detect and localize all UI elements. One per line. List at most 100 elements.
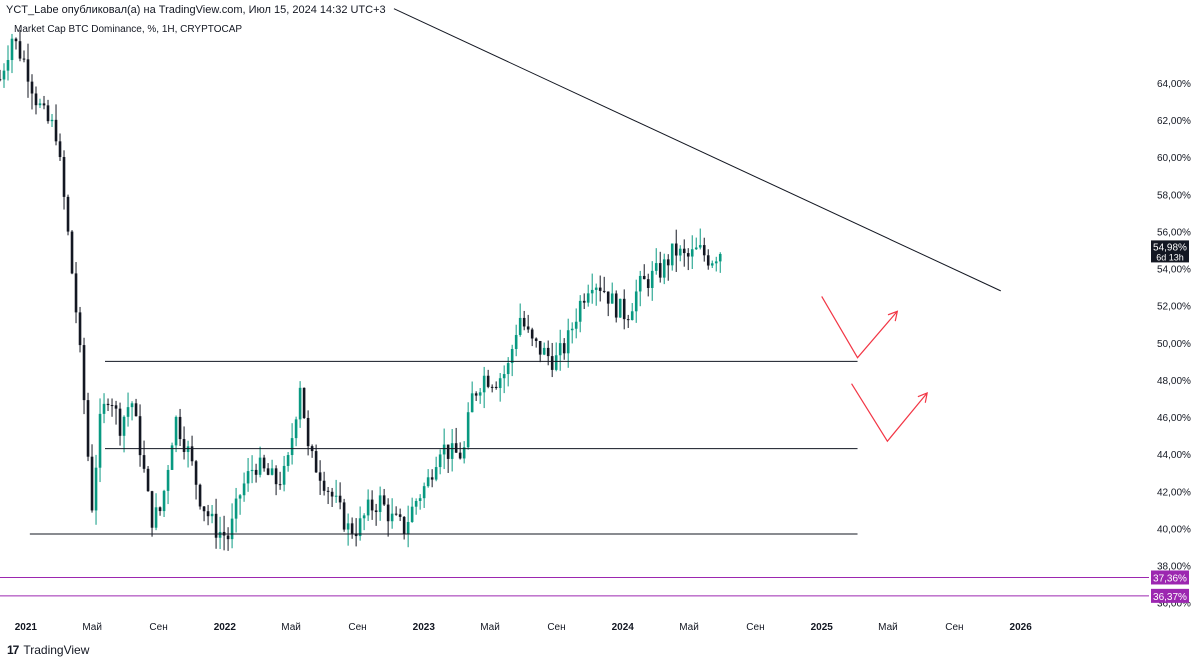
time-axis[interactable] bbox=[0, 612, 1200, 636]
candle-body bbox=[110, 405, 114, 407]
candle-body bbox=[142, 455, 146, 469]
candle-body bbox=[178, 416, 182, 440]
price-tick-label: 60,00% bbox=[1157, 153, 1191, 164]
candle-body bbox=[334, 495, 338, 497]
candle-body bbox=[314, 451, 318, 473]
arrow-2[interactable] bbox=[851, 383, 928, 443]
price-tick-label: 42,00% bbox=[1157, 487, 1191, 498]
candle-body bbox=[590, 289, 594, 294]
candle-body bbox=[158, 507, 162, 512]
candle-body bbox=[254, 469, 258, 475]
candle-body bbox=[450, 443, 454, 459]
time-tick-label: 2026 bbox=[1010, 622, 1033, 633]
time-tick-label: Сен bbox=[547, 622, 565, 633]
candle-body bbox=[106, 403, 110, 406]
candle-body bbox=[446, 444, 450, 459]
candle-body bbox=[278, 484, 282, 486]
price-tick-label: 52,00% bbox=[1157, 302, 1191, 313]
candle-body bbox=[466, 412, 470, 448]
candle-body bbox=[58, 141, 62, 158]
purple-level-1-label: 37,36% bbox=[1153, 573, 1187, 584]
drawings bbox=[0, 8, 1150, 597]
trendline[interactable] bbox=[393, 8, 1001, 292]
candle-body bbox=[182, 439, 186, 452]
purple-level-2-tag bbox=[1151, 588, 1189, 603]
candle-body bbox=[602, 290, 606, 292]
candle-body bbox=[126, 407, 130, 417]
candle-body bbox=[678, 248, 682, 256]
candle-body bbox=[10, 38, 14, 61]
price-tick-label: 50,00% bbox=[1157, 339, 1191, 350]
candle-body bbox=[322, 480, 326, 491]
candle-body bbox=[150, 491, 154, 528]
candle-body bbox=[662, 259, 666, 278]
candle-body bbox=[242, 483, 246, 496]
price-tags: 37,36% 36,37% 54,98%6d 13h bbox=[1151, 240, 1189, 603]
candle-body bbox=[0, 79, 2, 81]
price-tick-label: 46,00% bbox=[1157, 413, 1191, 424]
candle-body bbox=[346, 523, 350, 530]
candle-body bbox=[534, 338, 538, 341]
candle-body bbox=[522, 317, 526, 327]
time-tick-label: Сен bbox=[746, 622, 764, 633]
candle-body bbox=[46, 105, 50, 122]
price-tick-label: 64,00% bbox=[1157, 79, 1191, 90]
candle-body bbox=[582, 300, 586, 303]
candle-body bbox=[294, 419, 298, 439]
time-tick-label: Сен bbox=[945, 622, 963, 633]
candle-body bbox=[42, 103, 46, 106]
arrow-1-head bbox=[887, 310, 899, 322]
candle-body bbox=[2, 70, 6, 80]
time-tick-label: Май bbox=[82, 622, 102, 633]
candle-body bbox=[274, 468, 278, 485]
candle-body bbox=[642, 275, 646, 280]
candle-body bbox=[622, 298, 626, 320]
time-tick-label: 2021 bbox=[15, 622, 38, 633]
candle-body bbox=[542, 347, 546, 355]
candle-body bbox=[374, 510, 378, 513]
candle-body bbox=[390, 513, 394, 522]
time-tick-label: Май bbox=[679, 622, 699, 633]
candle-body bbox=[210, 513, 214, 517]
last-price-value: 54,98% bbox=[1153, 242, 1187, 253]
price-tick-label: 40,00% bbox=[1157, 524, 1191, 535]
price-tick-label: 48,00% bbox=[1157, 376, 1191, 387]
candle-body bbox=[478, 392, 482, 396]
candle-body bbox=[586, 293, 590, 303]
candle-body bbox=[562, 343, 566, 354]
candle-body bbox=[706, 255, 710, 266]
candle-body bbox=[474, 393, 478, 396]
candle-body bbox=[286, 455, 290, 466]
candle-body bbox=[514, 334, 518, 349]
price-tick-label: 54,00% bbox=[1157, 265, 1191, 276]
time-axis-labels: 2021 Май Сен 2022 Май Сен 2023 Май Сен 2024 Май Сен… bbox=[15, 622, 1032, 633]
candle-body bbox=[78, 312, 82, 346]
arrow-1[interactable] bbox=[821, 296, 898, 359]
candle-body bbox=[298, 387, 302, 420]
candle-body bbox=[570, 328, 574, 331]
candle-body bbox=[566, 330, 570, 354]
candle-body bbox=[698, 245, 702, 248]
candle-body bbox=[70, 231, 74, 274]
price-axis[interactable] bbox=[1149, 0, 1200, 612]
candle-body bbox=[174, 416, 178, 446]
candle-body bbox=[594, 287, 598, 290]
candle-body bbox=[714, 261, 718, 264]
candle-body bbox=[418, 498, 422, 501]
candle-body bbox=[634, 291, 638, 312]
candle-body bbox=[618, 298, 622, 318]
candle-body bbox=[486, 375, 490, 387]
candle-body bbox=[354, 533, 358, 537]
candle-body bbox=[718, 253, 722, 262]
candle-body bbox=[154, 507, 158, 528]
candle-body bbox=[426, 477, 430, 487]
candle-body bbox=[578, 300, 582, 322]
candle-body bbox=[610, 293, 614, 304]
candle-body bbox=[454, 443, 458, 453]
candle-body bbox=[82, 345, 86, 401]
last-price-tag bbox=[1151, 240, 1189, 263]
candle-body bbox=[710, 263, 714, 266]
candle-body bbox=[146, 468, 150, 492]
candles bbox=[0, 29, 722, 551]
